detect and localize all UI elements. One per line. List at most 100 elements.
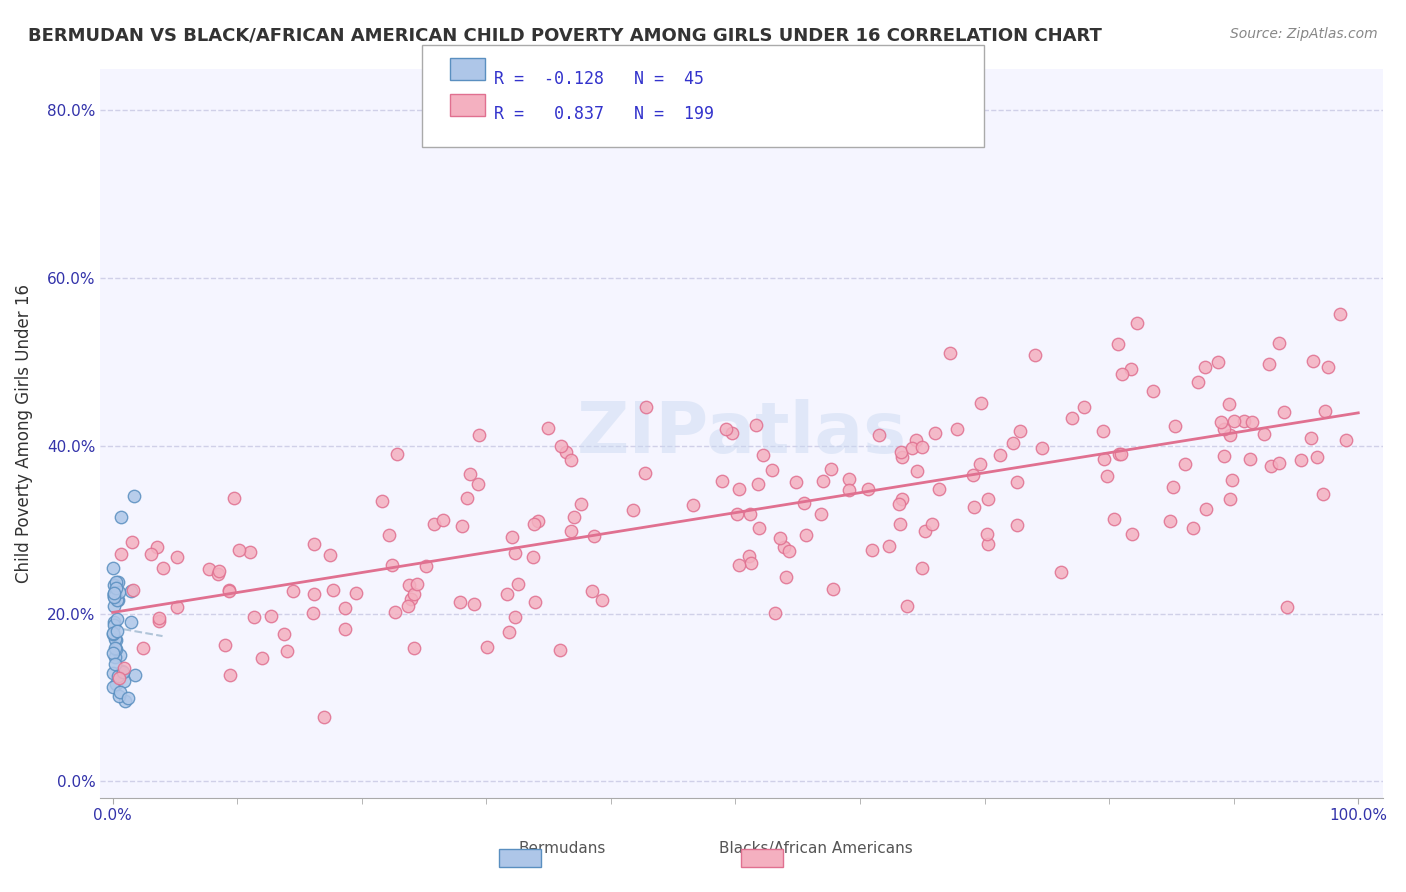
Point [889,516,911,531]
Point [385,447,408,461]
Point [1312,487,1334,501]
Point [396,599,419,614]
Point [503,610,526,624]
Y-axis label: Child Poverty Among Girls Under 16: Child Poverty Among Girls Under 16 [15,284,32,582]
Point [1111,368,1133,382]
Point [218,583,240,598]
Text: Bermudans: Bermudans [519,841,606,856]
Point [773,540,796,554]
Point [132,641,155,656]
Point [104,640,127,655]
Point [785,475,807,489]
Point [1174,457,1197,471]
Point [890,492,912,507]
Point [775,570,797,584]
Point [1073,401,1095,415]
Point [152,561,174,575]
Point [526,514,548,528]
Point [111,665,134,679]
Point [114,694,136,708]
Point [103,591,125,605]
Point [103,618,125,632]
Point [727,483,749,497]
Point [1239,451,1261,466]
Point [477,640,499,654]
Point [868,428,890,442]
Point [107,689,129,703]
Point [752,448,775,462]
Point [1119,361,1142,376]
Point [451,519,474,533]
Point [1194,502,1216,516]
Point [423,516,446,531]
Point [569,497,592,511]
Point [778,544,800,558]
Point [1233,414,1256,428]
Point [969,457,991,471]
Point [120,615,142,630]
Point [239,544,262,558]
Point [1260,459,1282,474]
Point [333,600,356,615]
Point [103,589,125,603]
Point [103,586,125,600]
Point [146,540,169,554]
Point [1267,456,1289,470]
Point [112,674,135,689]
Point [122,489,145,503]
Point [1107,337,1129,351]
Point [745,418,768,433]
Point [1095,469,1118,483]
Point [384,605,406,619]
Point [890,445,912,459]
Point [103,577,125,591]
Point [110,648,132,663]
Point [260,609,283,624]
Point [449,595,471,609]
Point [945,422,967,436]
Point [105,624,128,638]
Point [1161,480,1184,494]
Point [725,507,748,521]
Point [124,667,146,681]
Point [727,558,749,573]
Point [108,671,131,685]
Point [506,577,529,591]
Point [344,585,367,599]
Point [105,575,128,590]
Point [105,612,128,626]
Point [1102,512,1125,526]
Point [319,548,342,562]
Point [1219,491,1241,506]
Point [1302,354,1324,368]
Point [523,516,546,531]
Point [1005,518,1028,533]
Point [537,421,560,435]
Point [1218,397,1240,411]
Point [104,586,127,600]
Point [820,462,842,476]
Point [682,499,704,513]
Point [1181,521,1204,535]
Point [740,556,762,570]
Text: R =  -0.128   N =  45: R = -0.128 N = 45 [494,70,703,87]
Text: Blacks/African Americans: Blacks/African Americans [718,841,912,856]
Point [905,464,928,478]
Point [101,561,124,575]
Point [1001,436,1024,450]
Point [415,558,437,573]
Point [1272,405,1295,419]
Point [467,477,489,491]
Point [399,591,422,606]
Point [963,500,986,514]
Point [901,442,924,456]
Point [503,546,526,560]
Point [276,644,298,658]
Point [763,607,786,621]
Point [101,626,124,640]
Point [222,491,245,506]
Point [1313,404,1336,418]
Point [810,507,832,521]
Point [911,561,934,575]
Point [1164,419,1187,434]
